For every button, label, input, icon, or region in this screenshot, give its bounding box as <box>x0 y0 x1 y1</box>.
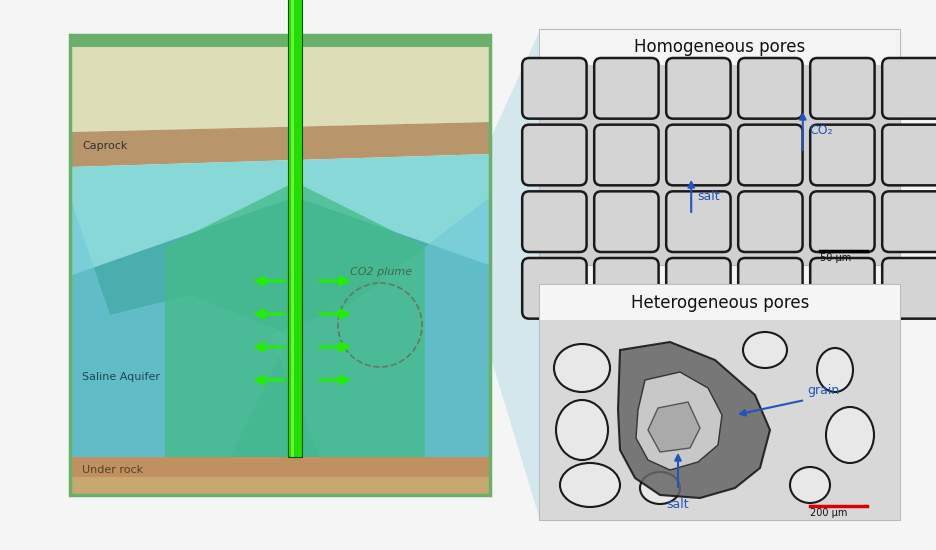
Text: CO₂: CO₂ <box>809 124 832 138</box>
FancyBboxPatch shape <box>811 125 874 185</box>
FancyBboxPatch shape <box>739 58 802 119</box>
Polygon shape <box>618 342 770 498</box>
FancyBboxPatch shape <box>594 125 659 185</box>
FancyBboxPatch shape <box>883 58 936 119</box>
Polygon shape <box>165 183 425 457</box>
FancyBboxPatch shape <box>883 258 936 318</box>
Polygon shape <box>70 197 490 457</box>
Polygon shape <box>70 47 490 132</box>
FancyBboxPatch shape <box>70 35 490 47</box>
Text: Saline Aquifer: Saline Aquifer <box>82 372 160 382</box>
FancyBboxPatch shape <box>522 58 587 119</box>
FancyBboxPatch shape <box>540 285 900 520</box>
Ellipse shape <box>817 348 853 392</box>
FancyBboxPatch shape <box>540 320 900 520</box>
FancyBboxPatch shape <box>522 191 587 252</box>
FancyBboxPatch shape <box>70 477 490 495</box>
Text: Caprock: Caprock <box>82 141 127 151</box>
Ellipse shape <box>790 467 830 503</box>
Text: Under rock: Under rock <box>82 465 143 475</box>
FancyBboxPatch shape <box>540 30 900 265</box>
Text: 50 μm: 50 μm <box>820 253 851 263</box>
FancyBboxPatch shape <box>883 191 936 252</box>
FancyBboxPatch shape <box>883 125 936 185</box>
Polygon shape <box>70 154 490 457</box>
FancyBboxPatch shape <box>70 457 490 477</box>
FancyBboxPatch shape <box>811 258 874 318</box>
FancyBboxPatch shape <box>739 191 802 252</box>
Ellipse shape <box>556 400 608 460</box>
FancyBboxPatch shape <box>666 58 731 119</box>
Polygon shape <box>70 197 290 457</box>
Polygon shape <box>490 30 540 520</box>
Ellipse shape <box>640 472 680 504</box>
FancyBboxPatch shape <box>288 0 302 457</box>
Polygon shape <box>648 402 700 452</box>
FancyBboxPatch shape <box>811 58 874 119</box>
FancyBboxPatch shape <box>522 125 587 185</box>
Ellipse shape <box>554 344 610 392</box>
Text: salt: salt <box>666 498 689 511</box>
FancyBboxPatch shape <box>522 258 587 318</box>
FancyBboxPatch shape <box>594 258 659 318</box>
Text: CO2 plume: CO2 plume <box>350 267 412 277</box>
Ellipse shape <box>743 332 787 368</box>
FancyBboxPatch shape <box>666 191 731 252</box>
Text: grain: grain <box>807 384 840 397</box>
FancyBboxPatch shape <box>540 65 900 265</box>
Text: salt: salt <box>697 190 720 202</box>
Text: Heterogeneous pores: Heterogeneous pores <box>631 294 810 311</box>
FancyBboxPatch shape <box>811 191 874 252</box>
Ellipse shape <box>826 407 874 463</box>
FancyBboxPatch shape <box>739 125 802 185</box>
Polygon shape <box>270 197 490 457</box>
Polygon shape <box>70 122 490 167</box>
FancyBboxPatch shape <box>594 58 659 119</box>
FancyBboxPatch shape <box>594 191 659 252</box>
FancyBboxPatch shape <box>291 0 294 457</box>
Polygon shape <box>636 372 722 470</box>
Text: 200 μm: 200 μm <box>810 508 847 518</box>
FancyBboxPatch shape <box>666 125 731 185</box>
Text: Homogeneous pores: Homogeneous pores <box>635 39 806 57</box>
Ellipse shape <box>560 463 620 507</box>
FancyBboxPatch shape <box>739 258 802 318</box>
FancyBboxPatch shape <box>540 285 900 320</box>
FancyBboxPatch shape <box>666 258 731 318</box>
FancyBboxPatch shape <box>540 30 900 65</box>
